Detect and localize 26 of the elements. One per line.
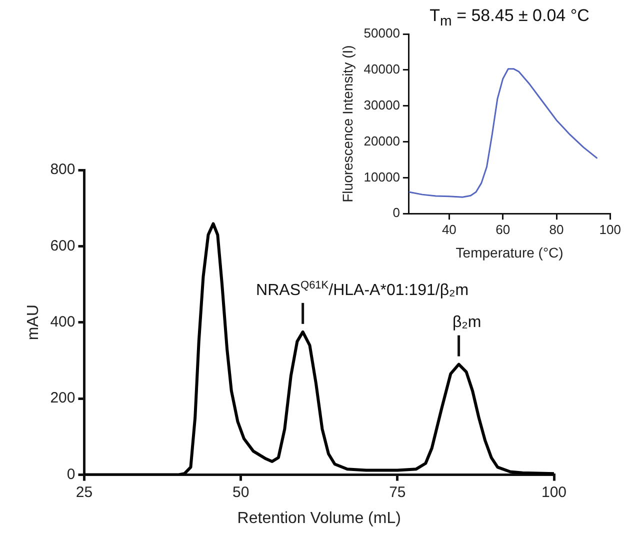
y-tick-label: 800: [50, 161, 76, 178]
x-tick-label: 80: [549, 222, 564, 237]
x-tick-label: 100: [599, 222, 622, 237]
x-tick-label: 60: [496, 222, 510, 237]
y-tick-label: 600: [50, 237, 76, 254]
annotation: NRAS$^{Q61K}$/HLA-A*01:191/β₂m: [256, 280, 469, 300]
y-tick-label: 0: [66, 466, 76, 483]
x-tick-label: 50: [232, 484, 250, 501]
x-axis-title: Retention Volume (mL): [237, 510, 401, 527]
y-tick-label: 400: [50, 314, 76, 331]
y-tick-label: 40000: [364, 62, 400, 76]
y-tick-label: 200: [50, 390, 76, 407]
y-tick-label: 10000: [364, 169, 400, 184]
y-tick-label: 50000: [364, 26, 400, 41]
x-tick-label: 100: [541, 484, 567, 501]
chart-title: T$_{m}$ = 58.45 ± 0.04 °C: [430, 6, 590, 30]
y-tick-label: 20000: [364, 133, 400, 148]
x-axis-title: Temperature (°C): [456, 244, 564, 260]
annotation: β₂m: [452, 314, 482, 332]
x-tick-label: 40: [442, 222, 456, 237]
y-tick-label: 30000: [364, 97, 400, 112]
y-axis-title: Fluorescence Intensity (I): [339, 45, 356, 202]
y-tick-label: 0: [392, 205, 400, 220]
x-tick-label: 25: [76, 484, 93, 501]
x-tick-label: 75: [389, 484, 406, 501]
y-axis-title: mAU: [25, 304, 42, 340]
